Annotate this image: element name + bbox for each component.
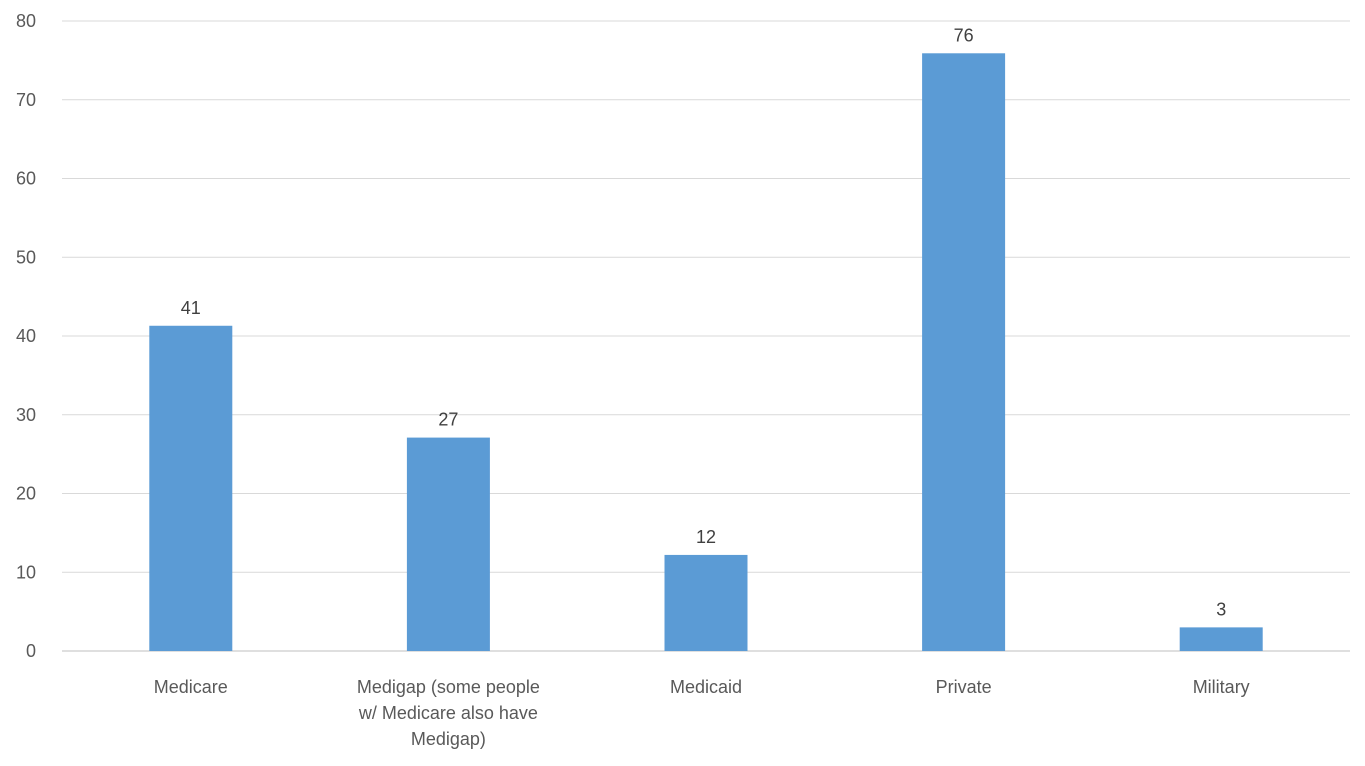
y-tick-label: 70	[16, 90, 36, 110]
y-tick-label: 10	[16, 562, 36, 582]
gridlines	[62, 20, 1350, 652]
x-category-label: Medicaid	[670, 677, 742, 697]
bar	[149, 325, 233, 651]
x-category-label-line: Private	[936, 677, 992, 697]
x-category-label-line: Medigap (some people	[357, 677, 540, 697]
data-labels: 41 27 12 76 3	[181, 25, 1226, 619]
x-category-label: Medigap (some people w/ Medicare also hav…	[357, 677, 540, 749]
y-tick-label: 30	[16, 405, 36, 425]
x-axis-category-labels: Medicare Medigap (some people w/ Medicare …	[154, 677, 1250, 749]
bar	[1179, 627, 1263, 651]
y-tick-label: 40	[16, 326, 36, 346]
data-label: 3	[1216, 599, 1226, 619]
data-label: 76	[954, 25, 974, 45]
x-category-label-line: w/ Medicare also have	[358, 703, 538, 723]
data-label: 12	[696, 527, 716, 547]
y-tick-label: 80	[16, 11, 36, 31]
x-category-label-line: Military	[1193, 677, 1250, 697]
bar	[922, 53, 1006, 652]
x-category-label: Private	[936, 677, 992, 697]
bar	[406, 437, 490, 651]
x-category-label: Medicare	[154, 677, 228, 697]
x-category-label-line: Medicaid	[670, 677, 742, 697]
x-category-label-line: Medigap)	[411, 729, 486, 749]
y-axis-tick-labels: 0 10 20 30 40 50 60 70 80	[16, 11, 36, 661]
bar	[664, 554, 748, 651]
bars	[149, 53, 1263, 652]
data-label: 27	[438, 410, 458, 430]
y-tick-label: 0	[26, 641, 36, 661]
y-tick-label: 50	[16, 247, 36, 267]
data-label: 41	[181, 298, 201, 318]
x-category-label: Military	[1193, 677, 1250, 697]
x-category-label-line: Medicare	[154, 677, 228, 697]
y-tick-label: 20	[16, 484, 36, 504]
y-tick-label: 60	[16, 169, 36, 189]
